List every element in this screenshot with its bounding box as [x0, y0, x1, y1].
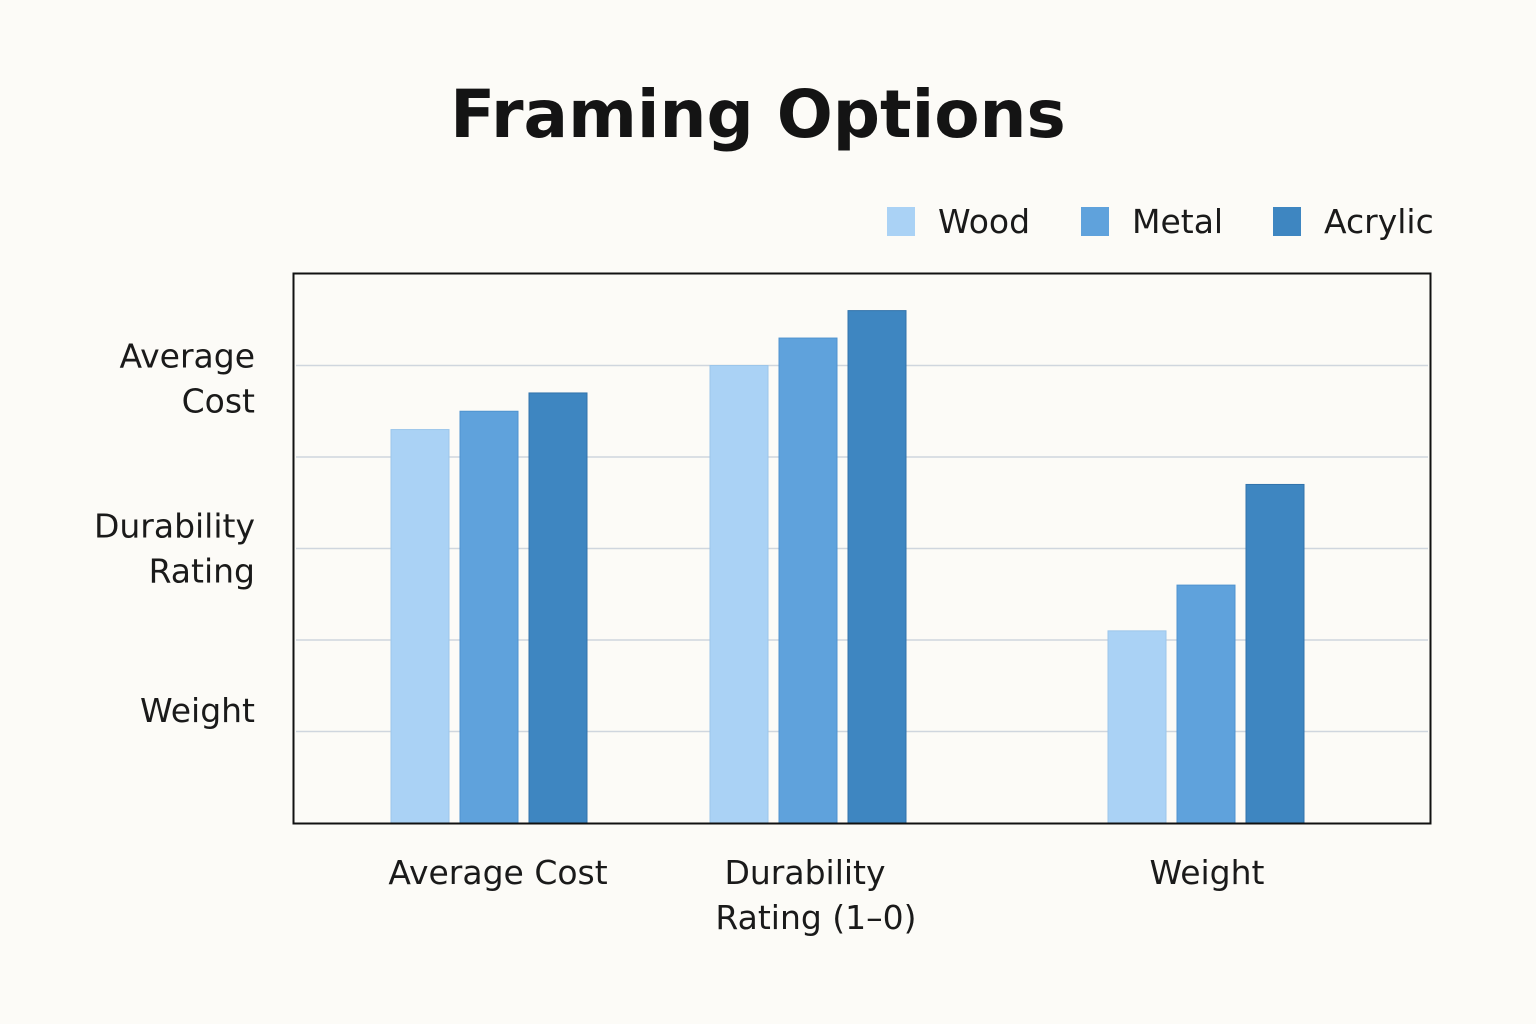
bar-acrylic-average-cost	[528, 392, 588, 824]
x-category-label: Weight	[1150, 853, 1265, 892]
bar-wood-durability	[709, 365, 769, 824]
bar-wood-average-cost	[390, 429, 450, 824]
bar-wood-weight	[1107, 630, 1167, 824]
bar-metal-durability	[778, 337, 838, 824]
x-category-label: Average Cost	[388, 853, 607, 892]
y-axis-labels: Weight Durability Rating Average Cost	[94, 337, 255, 731]
plot-frame	[292, 272, 1432, 825]
x-category-label: Durability Rating (1–0)	[715, 853, 916, 937]
x-axis-labels: Average Cost Durability Rating (1–0) Weight	[388, 853, 1264, 937]
legend: Wood Metal Acrylic	[887, 202, 1434, 241]
bar-metal-weight	[1176, 584, 1236, 824]
bar-acrylic-weight	[1245, 483, 1305, 824]
legend-swatch-wood	[887, 207, 915, 236]
legend-label-metal: Metal	[1132, 202, 1223, 241]
bars	[390, 310, 1305, 824]
bar-acrylic-durability	[847, 310, 907, 824]
y-tick-label: Weight	[140, 691, 255, 730]
legend-label-wood: Wood	[938, 202, 1030, 241]
legend-swatch-acrylic	[1273, 207, 1301, 236]
chart-title: Framing Options	[450, 76, 1066, 153]
legend-swatch-metal	[1081, 207, 1109, 236]
y-tick-label: Durability Rating	[94, 507, 255, 591]
y-tick-label: Average Cost	[119, 337, 255, 421]
legend-label-acrylic: Acrylic	[1324, 202, 1434, 241]
bar-metal-average-cost	[459, 410, 519, 824]
